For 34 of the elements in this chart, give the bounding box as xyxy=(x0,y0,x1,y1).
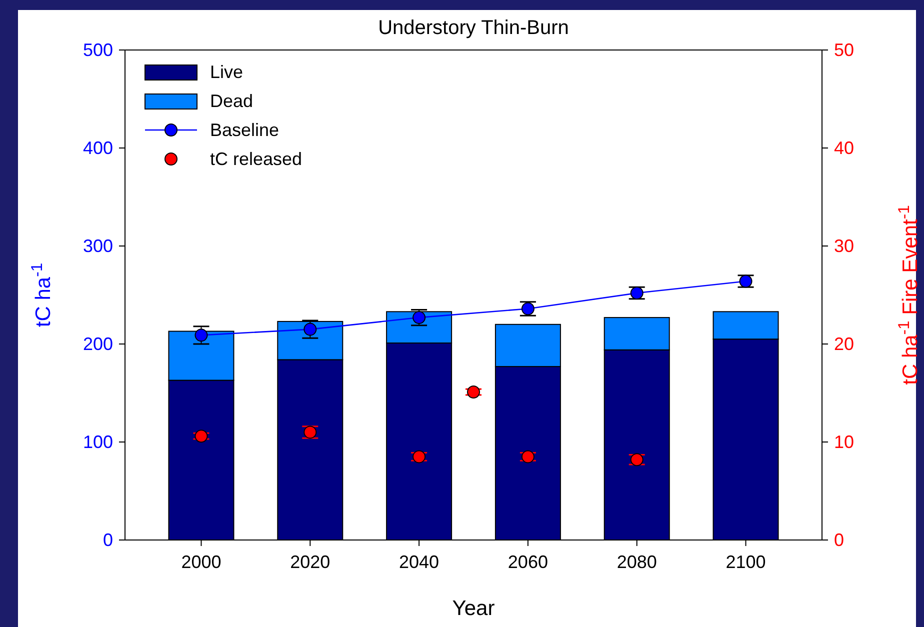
x-tick-label: 2020 xyxy=(290,552,330,572)
point xyxy=(630,286,644,300)
point xyxy=(467,386,480,399)
y-tick-label: 100 xyxy=(82,432,113,452)
legend-label: Baseline xyxy=(210,120,280,140)
chart-title: Understory Thin-Burn xyxy=(378,17,569,39)
y-tick-label: 200 xyxy=(82,334,113,354)
point xyxy=(630,453,644,466)
x-axis-title: Year xyxy=(452,597,495,620)
y2-tick-label: 10 xyxy=(834,432,854,452)
point xyxy=(304,426,317,439)
legend-label: Dead xyxy=(210,91,254,111)
y2-tick-label: 20 xyxy=(834,334,854,354)
x-tick-label: 2080 xyxy=(616,552,657,572)
y2-tick-label: 0 xyxy=(834,530,844,550)
x-tick-label: 2040 xyxy=(399,552,440,572)
y2-tick-label: 40 xyxy=(834,138,854,158)
y2-tick-label: 50 xyxy=(834,40,854,60)
y-tick-label: 300 xyxy=(82,236,113,256)
legend-label: tC released xyxy=(210,149,302,169)
point xyxy=(412,450,426,464)
y2-tick-label: 30 xyxy=(834,236,854,256)
x-tick-label: 2000 xyxy=(181,552,222,572)
y-tick-label: 500 xyxy=(82,40,113,60)
y-tick-label: 0 xyxy=(102,530,113,550)
point xyxy=(194,430,208,443)
x-tick-label: 2100 xyxy=(726,552,766,572)
point xyxy=(521,450,534,464)
y-tick-label: 400 xyxy=(82,138,113,158)
point xyxy=(739,274,752,288)
legend-label: Live xyxy=(210,62,244,82)
point xyxy=(304,322,317,336)
x-tick-label: 2060 xyxy=(508,552,548,572)
point xyxy=(194,328,208,342)
